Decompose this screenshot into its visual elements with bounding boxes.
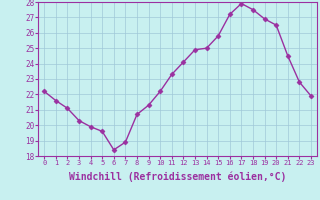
X-axis label: Windchill (Refroidissement éolien,°C): Windchill (Refroidissement éolien,°C) <box>69 172 286 182</box>
